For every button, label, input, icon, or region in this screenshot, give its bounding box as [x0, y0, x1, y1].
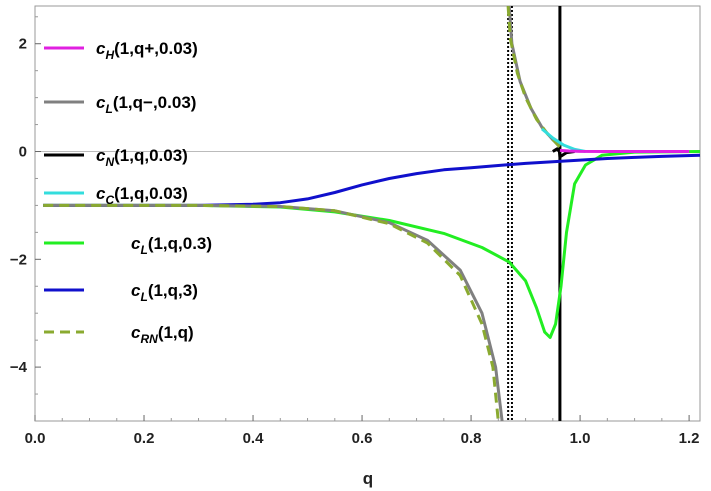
y-tick-label-1: 0: [19, 144, 27, 161]
reference-lines: [35, 6, 700, 421]
legend-label-1: cL(1,q−,0.03): [96, 93, 196, 116]
x-tick-label-4: 0.8: [461, 430, 482, 447]
series-line-2: [552, 147, 575, 159]
series-layer: [43, 5, 701, 422]
legend-label-3: cC(1,q,0.03): [96, 184, 188, 207]
x-tick-label-3: 0.6: [352, 430, 373, 447]
legend-label-5: cL(1,q,3): [131, 281, 198, 304]
x-tick-label-5: 1.0: [570, 430, 591, 447]
x-tick-label-1: 0.2: [134, 430, 155, 447]
legend: cH(1,q+,0.03) cL(1,q−,0.03) cN(1,q,0.03) cC…: [44, 39, 212, 346]
x-axis-title: q: [363, 469, 373, 488]
series-line-1: [43, 203, 504, 422]
series-line-6: [43, 203, 500, 422]
series-line-5: [43, 153, 701, 207]
legend-label-4: cL(1,q,0.3): [131, 234, 212, 257]
series-line-3: [540, 127, 586, 153]
legend-label-2: cN(1,q,0.03): [96, 146, 188, 169]
x-tick-label-6: 1.2: [679, 430, 700, 447]
y-axis-ticks: 2 0 −2 −4: [10, 16, 41, 422]
x-tick-label-0: 0.0: [25, 430, 46, 447]
series-line-6-upper: [506, 5, 562, 149]
legend-label-0: cH(1,q+,0.03): [96, 39, 198, 62]
plot-frame: [34, 5, 701, 422]
y-tick-label-3: −4: [10, 359, 28, 376]
series-line-0: [559, 148, 690, 153]
y-tick-label-0: 2: [19, 36, 27, 53]
x-tick-label-2: 0.4: [243, 430, 265, 447]
plot-border: [34, 5, 701, 422]
x-axis-ticks: 0.0 0.2 0.4 0.6 0.8 1.0 1.2: [25, 415, 700, 447]
legend-label-6: cRN(1,q): [131, 323, 194, 346]
y-tick-label-2: −2: [10, 251, 27, 268]
